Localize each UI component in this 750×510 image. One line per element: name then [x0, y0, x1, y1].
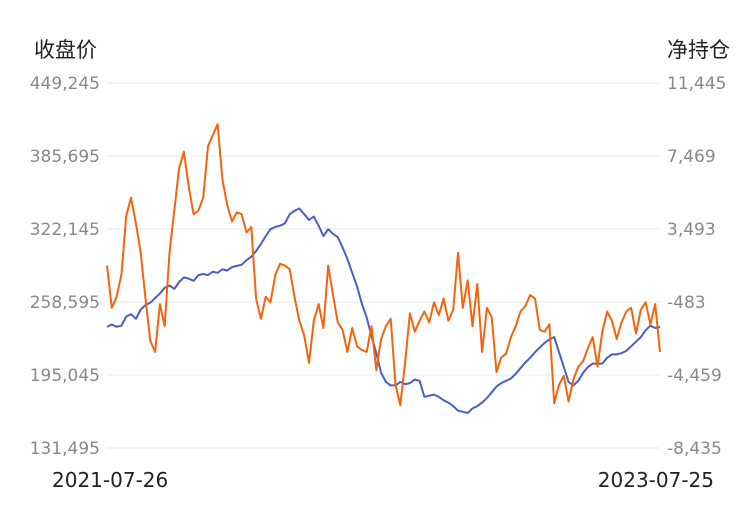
left-tick-label: 258,595	[30, 293, 100, 313]
series-lines	[106, 123, 661, 414]
grid-lines	[107, 82, 660, 449]
x-end-label: 2023-07-25	[597, 468, 714, 492]
net-position-line	[106, 123, 661, 407]
right-axis-title: 净持仓	[667, 38, 730, 62]
right-tick-label: -8,435	[667, 439, 722, 459]
right-tick-labels: 11,445 7,469 3,493 -483 -4,459 -8,435	[667, 74, 726, 459]
left-tick-label: 131,495	[30, 439, 100, 459]
left-tick-label: 449,245	[30, 74, 100, 94]
right-tick-label: 11,445	[667, 74, 726, 94]
close-price-line	[106, 207, 661, 414]
left-tick-label: 322,145	[30, 220, 100, 240]
left-tick-label: 385,695	[30, 147, 100, 167]
right-tick-label: 7,469	[667, 147, 716, 167]
right-tick-label: -4,459	[667, 366, 722, 386]
x-start-label: 2021-07-26	[52, 468, 169, 492]
right-tick-label: -483	[667, 293, 706, 313]
left-axis-title: 收盘价	[34, 38, 97, 62]
left-tick-label: 195,045	[30, 366, 100, 386]
right-tick-label: 3,493	[667, 220, 716, 240]
left-tick-labels: 449,245 385,695 322,145 258,595 195,045 131,4…	[30, 74, 100, 459]
